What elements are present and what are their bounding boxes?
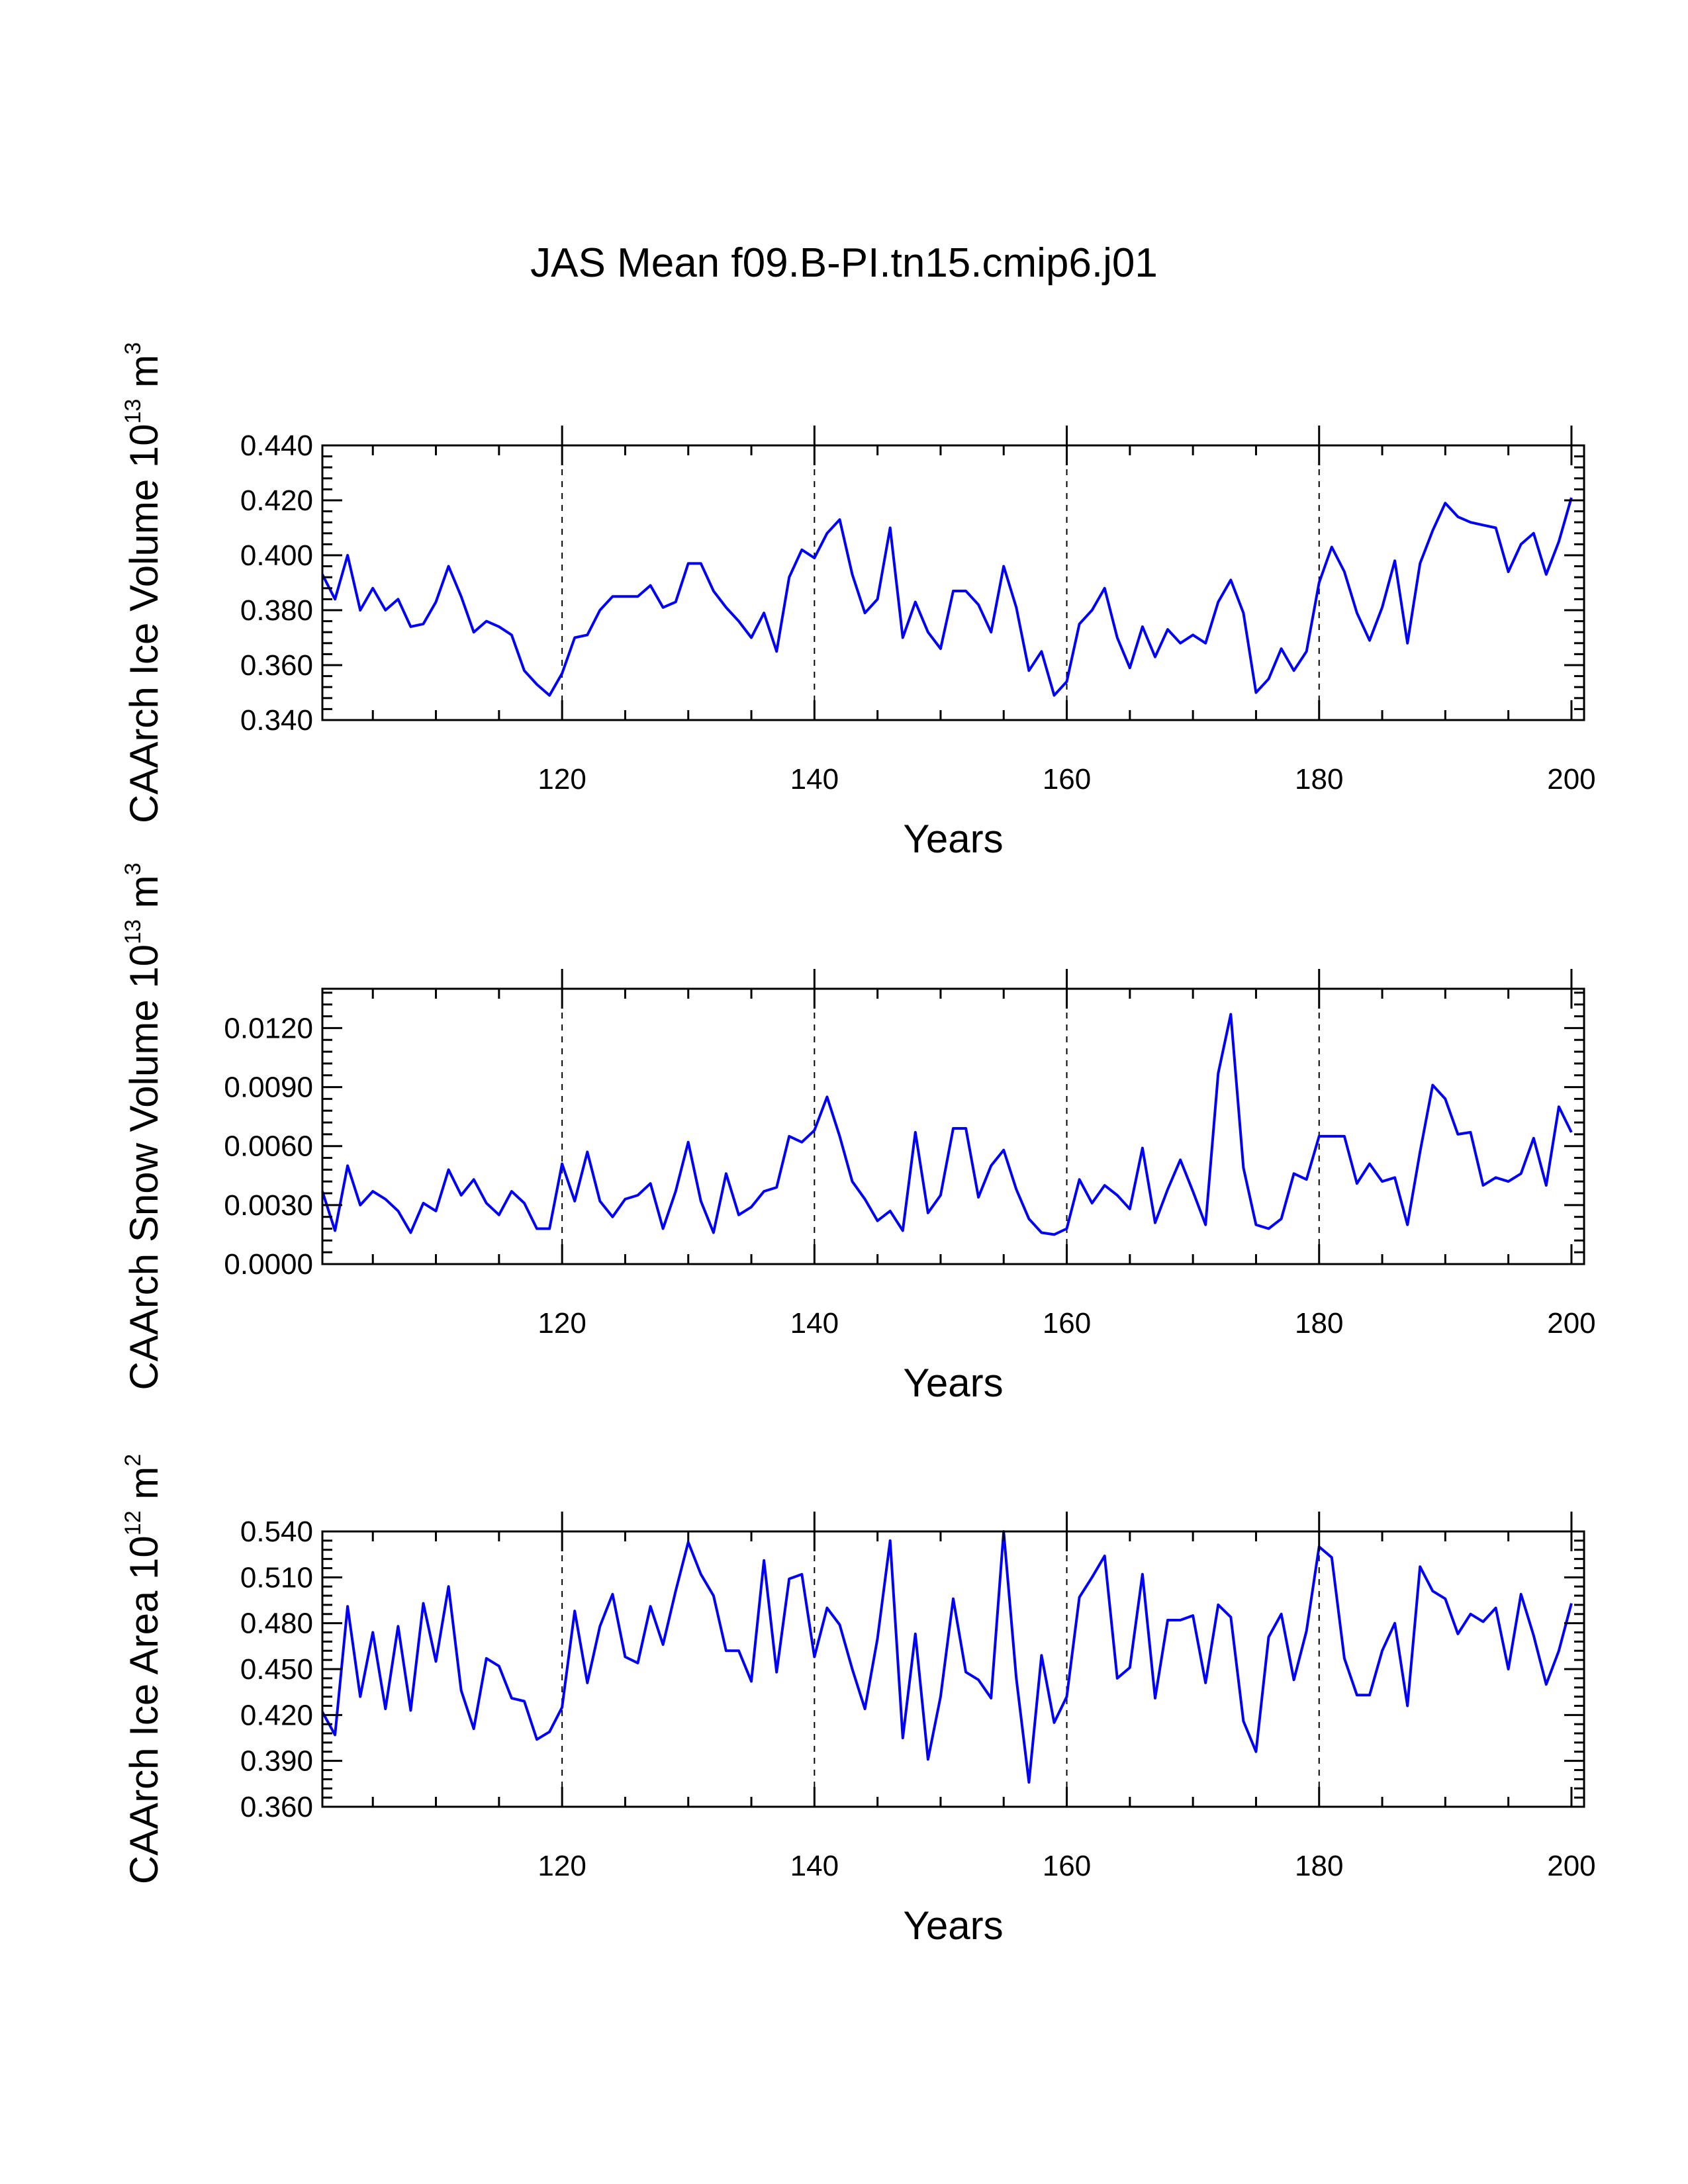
x-axis-label: Years — [903, 1361, 1003, 1405]
x-tick-label: 120 — [538, 1307, 586, 1340]
x-tick-label: 180 — [1295, 763, 1343, 796]
series-line — [321, 497, 1573, 697]
y-tick-label: 0.0030 — [224, 1189, 313, 1222]
panel-ice-volume: 120 140 160 180 200 0.340 0.360 0.380 0.400 0.420… — [120, 342, 1596, 861]
x-tick-label: 140 — [790, 1307, 839, 1340]
series-line — [321, 1530, 1573, 1784]
y-label-main: CAArch Ice Volume 10 — [122, 424, 166, 823]
y-tick-label: 0.340 — [240, 704, 313, 737]
panels: 120 140 160 180 200 0.340 0.360 0.380 0.400 0.420… — [120, 342, 1596, 1948]
y-axis-label: CAArch Ice Area 1012 m2 — [120, 1454, 166, 1884]
y-tick-label: 0.360 — [240, 649, 313, 682]
panel-snow-volume: 120 140 160 180 200 0.0000 0.0030 0.0060 0.0090 0… — [120, 862, 1596, 1405]
y-axis-label: CAArch Ice Volume 1013 m3 — [120, 342, 166, 823]
y-label-main: CAArch Ice Area 10 — [122, 1535, 166, 1884]
x-tick-label: 160 — [1043, 1307, 1091, 1340]
y-label-exponent: 12 — [120, 1510, 146, 1535]
x-tick-label: 200 — [1547, 763, 1595, 796]
x-tick-label: 200 — [1547, 1850, 1595, 1882]
y-tick-label: 0.0120 — [224, 1012, 313, 1044]
plot-frame — [321, 444, 1585, 721]
y-label-unit-exponent: 3 — [120, 342, 146, 355]
y-tick-label: 0.420 — [240, 484, 313, 517]
y-label-exponent: 13 — [120, 399, 146, 424]
y-label-unit: m — [122, 355, 166, 399]
x-tick-label: 180 — [1295, 1850, 1343, 1882]
y-tick-label: 0.390 — [240, 1745, 313, 1778]
y-tick-label: 0.360 — [240, 1791, 313, 1823]
x-tick-label: 140 — [790, 1850, 839, 1882]
y-tick-label: 0.380 — [240, 594, 313, 627]
series-line — [321, 1013, 1573, 1236]
x-axis-label: Years — [903, 817, 1003, 861]
y-label-main: CAArch Snow Volume 10 — [122, 944, 166, 1390]
y-tick-label: 0.440 — [240, 430, 313, 462]
y-tick-label: 0.480 — [240, 1608, 313, 1640]
x-tick-label: 180 — [1295, 1307, 1343, 1340]
y-tick-label: 0.510 — [240, 1561, 313, 1594]
x-tick-label: 120 — [538, 763, 586, 796]
y-label-unit-exponent: 3 — [120, 862, 146, 875]
y-tick-label: 0.540 — [240, 1516, 313, 1548]
y-label-unit: m — [122, 875, 166, 919]
y-label-exponent: 13 — [120, 919, 146, 944]
y-tick-label: 0.0000 — [224, 1248, 313, 1281]
x-tick-label: 120 — [538, 1850, 586, 1882]
y-tick-label: 0.420 — [240, 1699, 313, 1731]
y-tick-label: 0.0060 — [224, 1130, 313, 1163]
x-tick-label: 160 — [1043, 1850, 1091, 1882]
x-axis-label: Years — [903, 1903, 1003, 1948]
x-tick-label: 200 — [1547, 1307, 1595, 1340]
y-label-unit-exponent: 2 — [120, 1454, 146, 1467]
x-tick-label: 140 — [790, 763, 839, 796]
y-axis-label: CAArch Snow Volume 1013 m3 — [120, 862, 166, 1390]
y-tick-label: 0.450 — [240, 1653, 313, 1686]
y-tick-label: 0.0090 — [224, 1071, 313, 1104]
panel-ice-area: 120 140 160 180 200 0.360 0.390 0.420 0.450 0.480… — [120, 1454, 1596, 1948]
y-tick-label: 0.400 — [240, 539, 313, 572]
x-tick-label: 160 — [1043, 763, 1091, 796]
y-label-unit: m — [122, 1467, 166, 1511]
plot-frame — [321, 987, 1585, 1265]
chart-title: JAS Mean f09.B-PI.tn15.cmip6.j01 — [530, 240, 1158, 286]
